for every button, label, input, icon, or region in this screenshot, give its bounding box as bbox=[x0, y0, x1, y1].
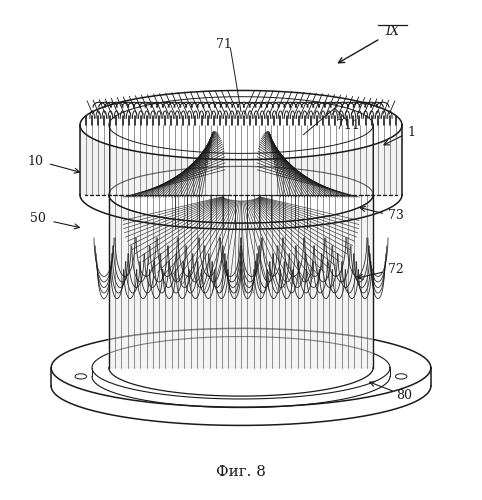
Text: 1: 1 bbox=[408, 126, 415, 139]
Text: 50: 50 bbox=[30, 212, 46, 226]
Text: IX: IX bbox=[386, 25, 399, 38]
Text: 711: 711 bbox=[336, 118, 360, 132]
Text: 71: 71 bbox=[216, 38, 232, 51]
Text: 72: 72 bbox=[388, 262, 403, 276]
Polygon shape bbox=[80, 125, 402, 194]
Text: 80: 80 bbox=[396, 388, 413, 402]
Ellipse shape bbox=[75, 374, 87, 379]
Ellipse shape bbox=[395, 374, 407, 379]
Text: 73: 73 bbox=[388, 210, 404, 222]
Text: 10: 10 bbox=[27, 154, 43, 168]
Polygon shape bbox=[109, 194, 373, 368]
Text: Фиг. 8: Фиг. 8 bbox=[216, 465, 266, 479]
